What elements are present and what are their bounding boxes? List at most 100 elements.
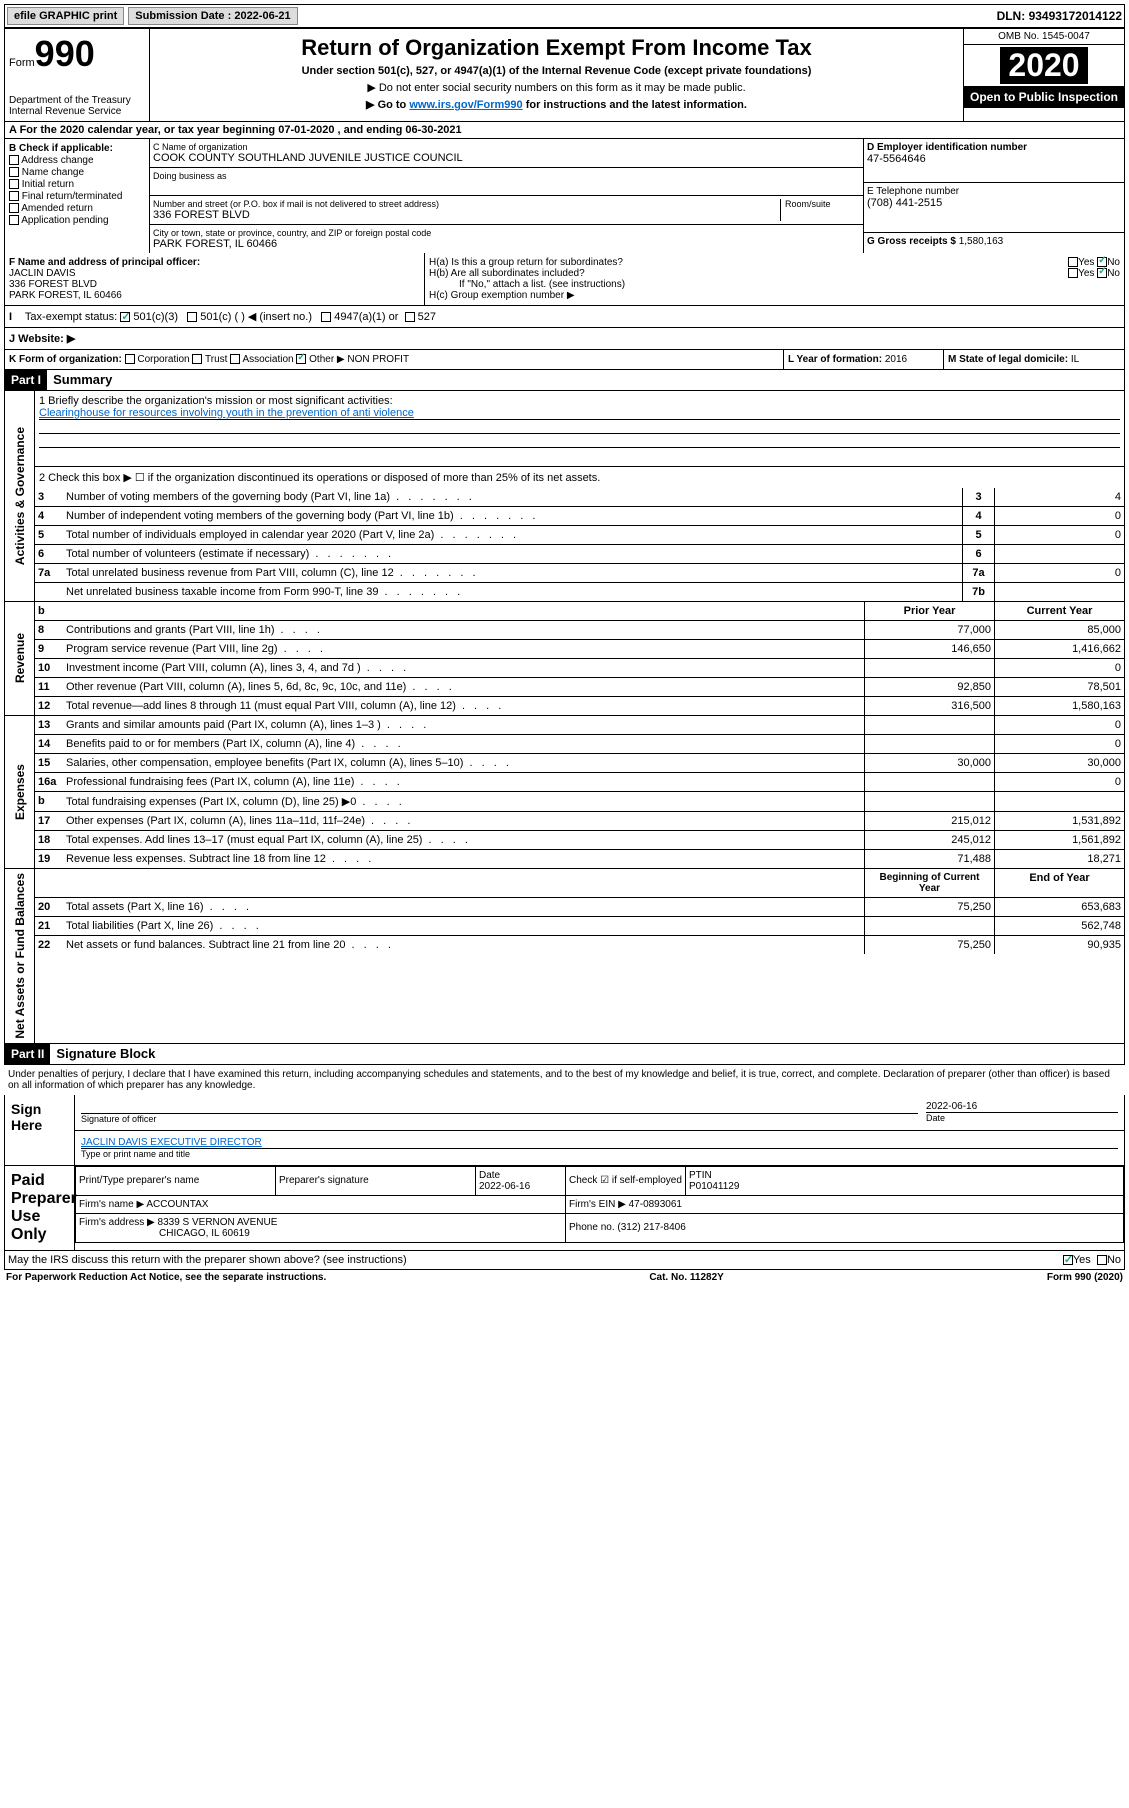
data-line: 21 Total liabilities (Part X, line 26) .… — [35, 917, 1124, 936]
discuss-yes-cb[interactable] — [1063, 1255, 1073, 1265]
form-header: Form990 Department of the Treasury Inter… — [4, 28, 1125, 122]
cb-527[interactable] — [405, 312, 415, 322]
prior-value: 146,650 — [864, 640, 994, 658]
cb-app-pending[interactable]: Application pending — [9, 215, 145, 226]
line-number: 6 — [35, 545, 63, 563]
dept-treasury: Department of the Treasury Internal Reve… — [9, 95, 145, 117]
line-desc: Total revenue—add lines 8 through 11 (mu… — [63, 697, 864, 715]
prior-value: 30,000 — [864, 754, 994, 772]
prior-value — [864, 716, 994, 734]
dln-label: DLN: — [997, 9, 1029, 23]
cb-other[interactable] — [296, 354, 306, 364]
cb-amended[interactable]: Amended return — [9, 203, 145, 214]
cb-4947[interactable] — [321, 312, 331, 322]
data-line: 20 Total assets (Part X, line 16) . . . … — [35, 898, 1124, 917]
box-h: H(a) Is this a group return for subordin… — [425, 253, 1124, 305]
ha-label: H(a) Is this a group return for subordin… — [429, 257, 623, 268]
declaration-text: Under penalties of perjury, I declare th… — [4, 1065, 1125, 1095]
efile-print-button[interactable]: efile GRAPHIC print — [7, 7, 124, 25]
form990-link[interactable]: www.irs.gov/Form990 — [409, 99, 522, 111]
data-line: 10 Investment income (Part VIII, column … — [35, 659, 1124, 678]
expenses-section: Expenses 13 Grants and similar amounts p… — [4, 716, 1125, 869]
prior-value — [864, 773, 994, 791]
ein-label: D Employer identification number — [867, 142, 1121, 153]
gov-line: 7a Total unrelated business revenue from… — [35, 564, 1124, 583]
officer-name: JACLIN DAVIS — [9, 268, 420, 279]
city-value: PARK FOREST, IL 60466 — [153, 238, 860, 250]
cb-assoc[interactable] — [230, 354, 240, 364]
line-number: 4 — [35, 507, 63, 525]
current-value: 1,531,892 — [994, 812, 1124, 830]
tax-period: A For the 2020 calendar year, or tax yea… — [4, 122, 1125, 139]
cb-trust[interactable] — [192, 354, 202, 364]
data-line: 14 Benefits paid to or for members (Part… — [35, 735, 1124, 754]
line-desc: Benefits paid to or for members (Part IX… — [63, 735, 864, 753]
line-desc: Investment income (Part VIII, column (A)… — [63, 659, 864, 677]
data-line: 18 Total expenses. Add lines 13–17 (must… — [35, 831, 1124, 850]
data-line: 12 Total revenue—add lines 8 through 11 … — [35, 697, 1124, 715]
line-box: 6 — [962, 545, 994, 563]
ha-no: No — [1107, 257, 1120, 268]
ptin-value: P01041129 — [689, 1181, 739, 1192]
prep-sig-label: Preparer's signature — [276, 1166, 476, 1195]
line-value — [994, 583, 1124, 601]
gov-line: 5 Total number of individuals employed i… — [35, 526, 1124, 545]
dln-box: DLN: 93493172014122 — [997, 9, 1122, 23]
data-line: 19 Revenue less expenses. Subtract line … — [35, 850, 1124, 868]
line1-label: 1 Briefly describe the organization's mi… — [39, 395, 1120, 407]
open-inspection: Open to Public Inspection — [964, 86, 1124, 108]
line-value: 0 — [994, 526, 1124, 544]
governance-section: Activities & Governance 1 Briefly descri… — [4, 391, 1125, 602]
line-desc: Total number of individuals employed in … — [63, 526, 962, 544]
cb-initial-return[interactable]: Initial return — [9, 179, 145, 190]
hb-no: No — [1107, 268, 1120, 279]
line-number: 5 — [35, 526, 63, 544]
box-c: C Name of organization COOK COUNTY SOUTH… — [150, 139, 864, 253]
sign-here-block: Sign Here Signature of officer 2022-06-1… — [4, 1095, 1125, 1166]
cb-final-return[interactable]: Final return/terminated — [9, 191, 145, 202]
line-desc: Total assets (Part X, line 16) . . . . — [63, 898, 864, 916]
officer-label: F Name and address of principal officer: — [9, 257, 420, 268]
box-b: B Check if applicable: Address change Na… — [5, 139, 150, 253]
firm-addr: 8339 S VERNON AVENUE — [158, 1217, 278, 1228]
current-value: 0 — [994, 659, 1124, 677]
cb-name-change[interactable]: Name change — [9, 167, 145, 178]
cb-501c[interactable] — [187, 312, 197, 322]
section-b-c-d: B Check if applicable: Address change Na… — [4, 139, 1125, 253]
begin-year-hdr: Beginning of Current Year — [864, 869, 994, 897]
line-value — [994, 545, 1124, 563]
sig-officer-label: Signature of officer — [81, 1113, 918, 1124]
netassets-section: Net Assets or Fund Balances Beginning of… — [4, 869, 1125, 1044]
cb-address-change[interactable]: Address change — [9, 155, 145, 166]
subtitle-2: ▶ Do not enter social security numbers o… — [156, 81, 957, 94]
year-formation-label: L Year of formation: — [788, 354, 885, 365]
sign-here-label: Sign Here — [5, 1095, 75, 1165]
line-number: 10 — [35, 659, 63, 677]
line-number: 17 — [35, 812, 63, 830]
year-formation-value: 2016 — [885, 354, 907, 365]
discuss-no-cb[interactable] — [1097, 1255, 1107, 1265]
vert-governance: Activities & Governance — [11, 423, 29, 569]
firm-city: CHICAGO, IL 60619 — [79, 1228, 250, 1239]
row-k-l-m: K Form of organization: Corporation Trus… — [4, 350, 1125, 370]
org-name-label: C Name of organization — [153, 142, 860, 152]
subdate-label: Submission Date : — [135, 10, 234, 22]
self-employed: Check ☑ if self-employed — [566, 1166, 686, 1195]
prior-value — [864, 792, 994, 811]
data-line: 17 Other expenses (Part IX, column (A), … — [35, 812, 1124, 831]
cb-corp[interactable] — [125, 354, 135, 364]
current-value: 90,935 — [994, 936, 1124, 954]
prep-date: 2022-06-16 — [479, 1181, 530, 1192]
dba-label: Doing business as — [153, 171, 860, 181]
line-desc: Contributions and grants (Part VIII, lin… — [63, 621, 864, 639]
period-b: , and ending — [338, 124, 406, 136]
org-name: COOK COUNTY SOUTHLAND JUVENILE JUSTICE C… — [153, 152, 860, 164]
cb-501c3[interactable] — [120, 312, 130, 322]
current-value: 0 — [994, 716, 1124, 734]
line-number: 11 — [35, 678, 63, 696]
street-label: Number and street (or P.O. box if mail i… — [153, 199, 780, 209]
paid-preparer-block: Paid Preparer Use Only Print/Type prepar… — [4, 1166, 1125, 1251]
phone-label: E Telephone number — [867, 186, 1121, 197]
room-label: Room/suite — [785, 199, 860, 209]
data-line: 22 Net assets or fund balances. Subtract… — [35, 936, 1124, 954]
